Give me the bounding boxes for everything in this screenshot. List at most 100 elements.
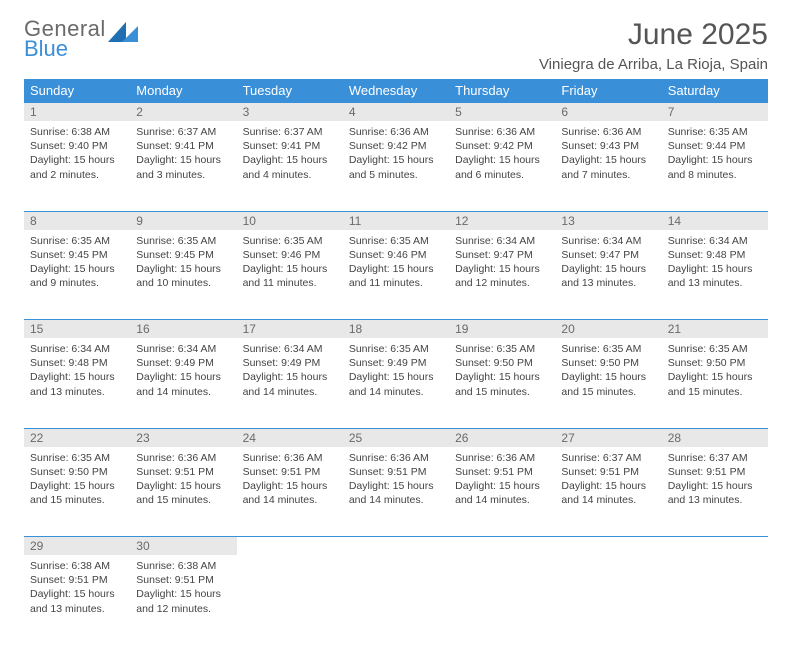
daylight-line: Daylight: 15 hours and 14 minutes. (243, 370, 337, 398)
day-cell: Sunrise: 6:34 AMSunset: 9:48 PMDaylight:… (662, 230, 768, 320)
sunset-line: Sunset: 9:50 PM (30, 465, 124, 479)
daylight-line: Daylight: 15 hours and 14 minutes. (349, 370, 443, 398)
sunrise-line: Sunrise: 6:38 AM (30, 125, 124, 139)
day-number-cell: 8 (24, 211, 130, 230)
sunrise-line: Sunrise: 6:35 AM (30, 234, 124, 248)
logo: General Blue (24, 18, 140, 60)
weekday-header-row: Sunday Monday Tuesday Wednesday Thursday… (24, 79, 768, 103)
day-content: Sunrise: 6:36 AMSunset: 9:51 PMDaylight:… (130, 447, 236, 516)
day-cell: Sunrise: 6:36 AMSunset: 9:42 PMDaylight:… (449, 121, 555, 211)
daylight-line: Daylight: 15 hours and 3 minutes. (136, 153, 230, 181)
sunrise-line: Sunrise: 6:36 AM (455, 451, 549, 465)
sunset-line: Sunset: 9:42 PM (349, 139, 443, 153)
week-row: Sunrise: 6:38 AMSunset: 9:51 PMDaylight:… (24, 555, 768, 645)
weekday-header: Wednesday (343, 79, 449, 103)
daylight-line: Daylight: 15 hours and 14 minutes. (349, 479, 443, 507)
title-block: June 2025 Viniegra de Arriba, La Rioja, … (539, 18, 768, 73)
weekday-header: Sunday (24, 79, 130, 103)
daylight-line: Daylight: 15 hours and 15 minutes. (455, 370, 549, 398)
day-cell (449, 555, 555, 645)
day-cell: Sunrise: 6:35 AMSunset: 9:45 PMDaylight:… (24, 230, 130, 320)
daylight-line: Daylight: 15 hours and 15 minutes. (136, 479, 230, 507)
sunset-line: Sunset: 9:49 PM (349, 356, 443, 370)
day-number-cell: 7 (662, 103, 768, 122)
sunset-line: Sunset: 9:41 PM (136, 139, 230, 153)
day-content: Sunrise: 6:36 AMSunset: 9:42 PMDaylight:… (449, 121, 555, 190)
day-content: Sunrise: 6:36 AMSunset: 9:51 PMDaylight:… (343, 447, 449, 516)
logo-text: General Blue (24, 18, 106, 60)
sunrise-line: Sunrise: 6:38 AM (136, 559, 230, 573)
daylight-line: Daylight: 15 hours and 9 minutes. (30, 262, 124, 290)
sunrise-line: Sunrise: 6:35 AM (136, 234, 230, 248)
sunrise-line: Sunrise: 6:37 AM (561, 451, 655, 465)
day-number-cell (449, 537, 555, 556)
sunrise-line: Sunrise: 6:38 AM (30, 559, 124, 573)
sunset-line: Sunset: 9:47 PM (561, 248, 655, 262)
sunset-line: Sunset: 9:51 PM (136, 465, 230, 479)
sunset-line: Sunset: 9:51 PM (30, 573, 124, 587)
sunrise-line: Sunrise: 6:37 AM (668, 451, 762, 465)
day-content: Sunrise: 6:36 AMSunset: 9:51 PMDaylight:… (237, 447, 343, 516)
day-content: Sunrise: 6:34 AMSunset: 9:49 PMDaylight:… (130, 338, 236, 407)
day-number-cell: 18 (343, 320, 449, 339)
day-content: Sunrise: 6:36 AMSunset: 9:42 PMDaylight:… (343, 121, 449, 190)
week-row: Sunrise: 6:35 AMSunset: 9:45 PMDaylight:… (24, 230, 768, 320)
day-content: Sunrise: 6:34 AMSunset: 9:48 PMDaylight:… (662, 230, 768, 299)
day-cell: Sunrise: 6:36 AMSunset: 9:51 PMDaylight:… (343, 447, 449, 537)
day-cell (343, 555, 449, 645)
sunrise-line: Sunrise: 6:34 AM (561, 234, 655, 248)
daylight-line: Daylight: 15 hours and 14 minutes. (455, 479, 549, 507)
day-number-cell: 1 (24, 103, 130, 122)
month-title: June 2025 (539, 18, 768, 52)
day-cell: Sunrise: 6:34 AMSunset: 9:47 PMDaylight:… (449, 230, 555, 320)
day-number-cell: 3 (237, 103, 343, 122)
weekday-header: Tuesday (237, 79, 343, 103)
daylight-line: Daylight: 15 hours and 2 minutes. (30, 153, 124, 181)
day-number-cell: 5 (449, 103, 555, 122)
day-number-cell (555, 537, 661, 556)
day-content: Sunrise: 6:37 AMSunset: 9:41 PMDaylight:… (130, 121, 236, 190)
daylight-line: Daylight: 15 hours and 14 minutes. (243, 479, 337, 507)
day-cell: Sunrise: 6:38 AMSunset: 9:51 PMDaylight:… (24, 555, 130, 645)
weekday-header: Saturday (662, 79, 768, 103)
day-cell: Sunrise: 6:38 AMSunset: 9:51 PMDaylight:… (130, 555, 236, 645)
weekday-header: Friday (555, 79, 661, 103)
day-number-cell: 22 (24, 428, 130, 447)
daylight-line: Daylight: 15 hours and 13 minutes. (668, 262, 762, 290)
day-number-cell: 17 (237, 320, 343, 339)
day-number-cell: 14 (662, 211, 768, 230)
sunset-line: Sunset: 9:50 PM (561, 356, 655, 370)
sunrise-line: Sunrise: 6:35 AM (668, 125, 762, 139)
sunset-line: Sunset: 9:42 PM (455, 139, 549, 153)
sunset-line: Sunset: 9:50 PM (455, 356, 549, 370)
day-cell: Sunrise: 6:34 AMSunset: 9:48 PMDaylight:… (24, 338, 130, 428)
day-cell: Sunrise: 6:36 AMSunset: 9:43 PMDaylight:… (555, 121, 661, 211)
day-number-cell: 2 (130, 103, 236, 122)
day-number-cell: 6 (555, 103, 661, 122)
day-content: Sunrise: 6:35 AMSunset: 9:44 PMDaylight:… (662, 121, 768, 190)
logo-word-2: Blue (24, 38, 106, 60)
day-number-cell: 26 (449, 428, 555, 447)
sunrise-line: Sunrise: 6:34 AM (455, 234, 549, 248)
daylight-line: Daylight: 15 hours and 12 minutes. (455, 262, 549, 290)
day-cell: Sunrise: 6:35 AMSunset: 9:50 PMDaylight:… (555, 338, 661, 428)
day-cell: Sunrise: 6:34 AMSunset: 9:49 PMDaylight:… (130, 338, 236, 428)
location-text: Viniegra de Arriba, La Rioja, Spain (539, 56, 768, 73)
week-row: Sunrise: 6:38 AMSunset: 9:40 PMDaylight:… (24, 121, 768, 211)
sunrise-line: Sunrise: 6:34 AM (30, 342, 124, 356)
day-cell: Sunrise: 6:36 AMSunset: 9:42 PMDaylight:… (343, 121, 449, 211)
weekday-header: Monday (130, 79, 236, 103)
day-number-cell: 12 (449, 211, 555, 230)
day-number-cell: 19 (449, 320, 555, 339)
day-content: Sunrise: 6:35 AMSunset: 9:50 PMDaylight:… (662, 338, 768, 407)
day-cell (237, 555, 343, 645)
sunset-line: Sunset: 9:48 PM (30, 356, 124, 370)
daylight-line: Daylight: 15 hours and 8 minutes. (668, 153, 762, 181)
day-content: Sunrise: 6:38 AMSunset: 9:51 PMDaylight:… (130, 555, 236, 624)
week-row: Sunrise: 6:34 AMSunset: 9:48 PM Daylight:… (24, 338, 768, 428)
sunrise-line: Sunrise: 6:35 AM (349, 342, 443, 356)
sunrise-line: Sunrise: 6:35 AM (30, 451, 124, 465)
day-cell: Sunrise: 6:36 AMSunset: 9:51 PMDaylight:… (130, 447, 236, 537)
day-number-row: 1234567 (24, 103, 768, 122)
calendar-table: Sunday Monday Tuesday Wednesday Thursday… (24, 79, 768, 645)
